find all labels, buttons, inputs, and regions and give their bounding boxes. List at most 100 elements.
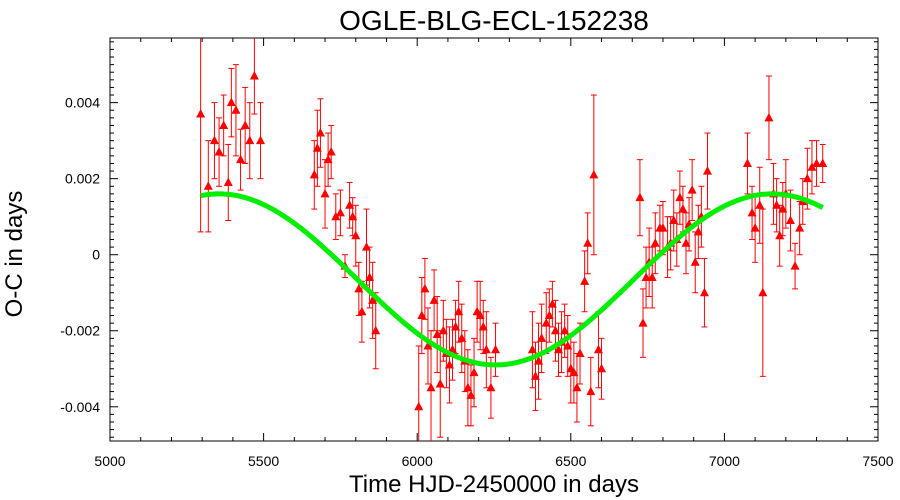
data-point-marker: [475, 310, 485, 320]
data-point-marker: [560, 325, 570, 335]
data-point-marker: [463, 382, 473, 392]
data-point-marker: [345, 200, 355, 209]
data-point-marker: [245, 135, 255, 145]
data-point-marker: [219, 120, 229, 129]
data-point-marker: [550, 325, 560, 335]
data-point-marker: [432, 329, 442, 339]
data-point-marker: [580, 276, 590, 285]
data-point-marker: [775, 230, 785, 240]
data-point-marker: [240, 120, 250, 129]
data-point-marker: [554, 344, 564, 354]
data-point-marker: [478, 321, 488, 331]
data-point-marker: [537, 333, 547, 342]
data-point-marker: [544, 310, 554, 320]
data-point-marker: [466, 390, 476, 399]
data-point-marker: [650, 238, 660, 247]
data-point-marker: [365, 272, 375, 282]
data-point-marker: [491, 344, 501, 354]
data-point-marker: [785, 215, 795, 224]
data-point-marker: [790, 261, 800, 270]
data-point-marker: [586, 386, 596, 396]
data-point-marker: [807, 162, 817, 171]
data-point-marker: [635, 192, 645, 202]
x-tick-label: 6000: [402, 453, 433, 469]
data-point-marker: [658, 223, 668, 232]
data-point-marker: [323, 154, 333, 164]
data-point-marker: [687, 185, 697, 194]
data-point-marker: [231, 105, 241, 114]
data-point-marker: [429, 295, 439, 304]
data-point-marker: [589, 169, 599, 179]
data-point-marker: [675, 192, 685, 202]
data-point-marker: [530, 371, 540, 380]
x-tick-label: 6500: [555, 453, 586, 469]
y-tick-label: 0.004: [65, 95, 100, 111]
data-point-marker: [214, 147, 224, 156]
data-point-marker: [426, 382, 436, 392]
data-point-marker: [414, 401, 424, 411]
data-point-marker: [802, 173, 812, 183]
data-point-marker: [435, 378, 445, 388]
data-point-marker: [669, 215, 679, 224]
data-point-marker: [348, 211, 358, 221]
data-point-marker: [438, 325, 448, 335]
data-point-marker: [417, 310, 427, 320]
data-point-marker: [331, 211, 341, 221]
chart-title: OGLE-BLG-ECL-152238: [339, 5, 649, 36]
data-point-marker: [315, 128, 325, 137]
data-point-marker: [541, 318, 551, 327]
data-point-marker: [312, 143, 322, 152]
data-point-marker: [742, 158, 752, 167]
data-point-marker: [699, 287, 709, 297]
data-point-marker: [326, 147, 336, 156]
data-point-marker: [681, 238, 691, 247]
data-point-marker: [563, 340, 573, 350]
data-point-marker: [690, 257, 700, 266]
data-point-marker: [569, 367, 579, 377]
data-point-marker: [812, 158, 822, 167]
data-point-marker: [354, 283, 364, 293]
data-point-marker: [747, 207, 757, 217]
data-point-marker: [481, 344, 491, 354]
data-point-marker: [256, 135, 266, 145]
data-point-marker: [703, 166, 713, 175]
data-point-marker: [362, 242, 372, 251]
data-point-marker: [226, 97, 236, 107]
axis-ticks: 5000 5500 6000 6500 7000 7500 -0.004 -0.002 0 0.0…: [60, 38, 894, 469]
data-point-marker: [486, 382, 496, 392]
data-point-marker: [196, 109, 206, 118]
y-tick-label: 0.002: [65, 171, 100, 187]
data-point-marker: [223, 177, 233, 186]
data-point-marker: [764, 112, 774, 122]
data-point-marker: [647, 272, 657, 282]
data-point-marker: [469, 367, 479, 377]
data-point-marker: [818, 158, 828, 167]
x-axis-label: Time HJD-2450000 in days: [349, 471, 639, 498]
data-point-marker: [572, 382, 582, 392]
data-point-marker: [678, 204, 688, 213]
y-axis-label: O-C in days: [1, 191, 28, 318]
data-point-marker: [750, 223, 760, 232]
data-points: [196, 38, 828, 441]
data-point-marker: [444, 359, 454, 369]
data-point-marker: [755, 200, 765, 209]
x-tick-label: 7500: [862, 453, 893, 469]
data-point-marker: [209, 135, 219, 145]
data-point-marker: [203, 181, 213, 190]
data-point-marker: [593, 344, 603, 354]
x-tick-label: 5500: [248, 453, 279, 469]
data-point-marker: [597, 363, 607, 373]
data-point-marker: [758, 287, 768, 297]
x-tick-label: 5000: [94, 453, 125, 469]
data-point-marker: [527, 344, 537, 354]
data-point-marker: [371, 325, 381, 335]
data-point-marker: [795, 223, 805, 232]
data-point-marker: [534, 356, 544, 365]
y-tick-label: -0.002: [60, 323, 100, 339]
fit-curve: [200, 191, 824, 368]
data-point-marker: [309, 169, 319, 179]
data-point-marker: [320, 188, 330, 198]
data-point-marker: [423, 340, 433, 350]
data-point-marker: [547, 299, 557, 308]
